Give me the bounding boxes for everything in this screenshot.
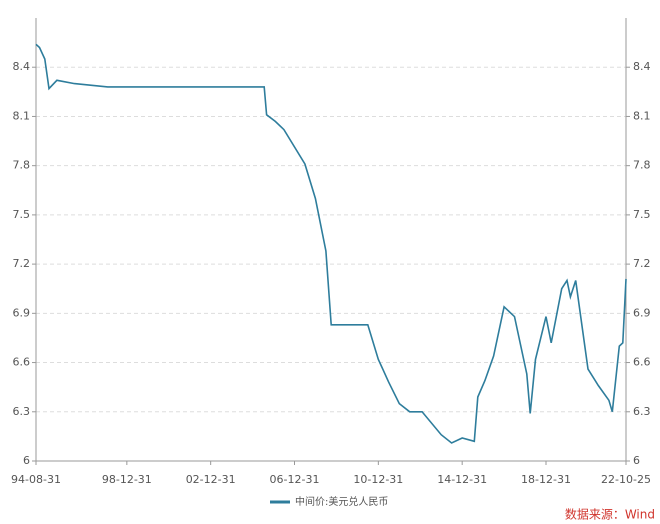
x-tick-label: 14-12-31 (437, 473, 487, 486)
y-tick-label: 6.9 (13, 306, 31, 319)
y2-tick-label: 8.4 (633, 60, 651, 73)
y2-tick-label: 6.9 (633, 306, 651, 319)
x-tick-label: 06-12-31 (270, 473, 320, 486)
x-tick-label: 10-12-31 (353, 473, 403, 486)
x-tick-label: 22-10-25 (601, 473, 651, 486)
y2-tick-label: 8.1 (633, 109, 651, 122)
y2-tick-label: 7.2 (633, 257, 651, 270)
source-note: 数据来源：Wind (565, 507, 655, 522)
x-tick-label: 02-12-31 (186, 473, 236, 486)
y-tick-label: 6 (23, 454, 30, 467)
y2-tick-label: 7.5 (633, 208, 651, 221)
y2-tick-label: 7.8 (633, 159, 651, 172)
y2-tick-label: 6.3 (633, 405, 651, 418)
y-tick-label: 6.6 (13, 356, 31, 369)
y2-tick-label: 6 (633, 454, 640, 467)
legend-label: 中间价:美元兑人民币 (295, 495, 388, 508)
series-line (35, 43, 627, 444)
y-tick-label: 8.1 (13, 109, 31, 122)
x-tick-label: 98-12-31 (102, 473, 152, 486)
y2-tick-label: 6.6 (633, 356, 651, 369)
y-tick-label: 7.2 (13, 257, 31, 270)
y-tick-label: 8.4 (13, 60, 31, 73)
x-tick-label: 18-12-31 (521, 473, 571, 486)
y-tick-label: 7.8 (13, 159, 31, 172)
x-tick-label: 94-08-31 (11, 473, 61, 486)
y-tick-label: 6.3 (13, 405, 31, 418)
y-tick-label: 7.5 (13, 208, 31, 221)
